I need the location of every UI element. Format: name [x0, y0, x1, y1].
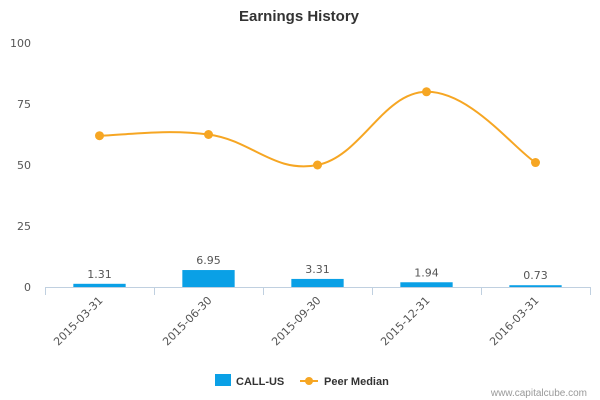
- y-axis: 0 25 50 75 100: [10, 37, 31, 294]
- bar-data-label: 6.95: [196, 254, 221, 267]
- legend-line-label[interactable]: Peer Median: [324, 376, 389, 388]
- x-tick-label: 2015-06-30: [160, 294, 214, 348]
- bar-data-label: 0.73: [523, 269, 548, 282]
- x-tick-label: 2015-09-30: [269, 294, 323, 348]
- line-point: [95, 131, 104, 141]
- bar-data-label: 1.31: [87, 268, 112, 281]
- bar: [291, 278, 344, 287]
- legend-bar-swatch: [215, 374, 231, 386]
- chart-title: Earnings History: [239, 8, 360, 25]
- line-point: [204, 130, 213, 139]
- y-tick-label: 25: [17, 220, 31, 233]
- bar-data-label: 3.31: [305, 263, 330, 276]
- bar: [182, 270, 235, 287]
- bar: [73, 283, 126, 287]
- bar-series: [73, 270, 562, 287]
- bar: [400, 282, 453, 287]
- x-axis: 2015-03-31 2015-06-30 2015-09-30 2015-12-31…: [45, 287, 591, 348]
- bar: [509, 285, 562, 287]
- line-series: [95, 87, 540, 170]
- legend: CALL-US Peer Median: [215, 374, 389, 388]
- credit-text: www.capitalcube.com: [490, 388, 587, 399]
- y-tick-label: 75: [17, 98, 31, 111]
- x-tick-label: 2016-03-31: [487, 294, 541, 348]
- y-tick-label: 100: [10, 37, 31, 50]
- y-tick-label: 0: [24, 281, 31, 294]
- x-tick-label: 2015-12-31: [378, 294, 432, 348]
- line-path: [99, 90, 537, 168]
- legend-line-marker: [305, 377, 313, 385]
- line-point: [531, 158, 540, 168]
- bar-data-labels: 1.31 6.95 3.31 1.94 0.73: [87, 254, 548, 282]
- legend-bar-label[interactable]: CALL-US: [236, 376, 284, 388]
- x-tick-label: 2015-03-31: [51, 294, 105, 348]
- bar-data-label: 1.94: [414, 266, 439, 279]
- line-point: [313, 160, 322, 170]
- y-tick-label: 50: [17, 159, 31, 172]
- line-point: [422, 87, 431, 97]
